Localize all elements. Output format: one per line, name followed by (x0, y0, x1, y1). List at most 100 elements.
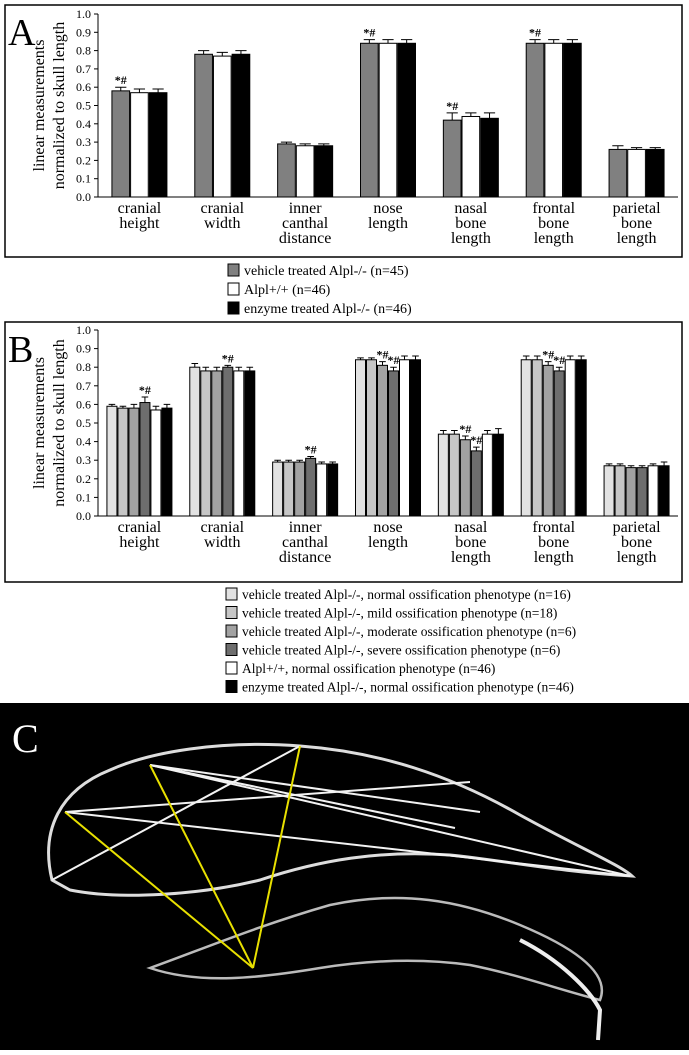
legend-swatch (227, 282, 240, 296)
error-bar (630, 147, 643, 150)
panel-c-image: C (0, 703, 689, 1050)
x-tick-label-box: frontal bone length (532, 520, 576, 566)
error-bar (566, 39, 578, 44)
error-bar (484, 429, 491, 435)
error-bar (224, 364, 232, 368)
legend-swatch (225, 661, 238, 675)
x-tick-label: inner canthal distance (278, 201, 332, 247)
image-background (0, 703, 689, 1050)
error-bar (660, 461, 668, 466)
error-bar (246, 366, 254, 371)
error-bar (616, 463, 624, 466)
y-tick-label: 0.4 (76, 117, 91, 131)
x-tick-label-box: nasal bone length (450, 201, 491, 247)
error-bar (649, 147, 661, 150)
error-bar (152, 88, 164, 93)
error-bar (401, 39, 413, 44)
error-bar (544, 361, 552, 366)
error-bar (235, 50, 247, 55)
error-bar (274, 459, 281, 463)
y-tick-label: 0.7 (76, 379, 91, 393)
jaw-outline (146, 896, 603, 1002)
bar (189, 366, 201, 517)
x-tick-label: inner canthal distance (278, 520, 332, 566)
error-bar (163, 403, 171, 409)
y-tick-label: 0.3 (76, 135, 91, 149)
bar (305, 457, 317, 517)
error-bar (379, 361, 386, 366)
legend-swatch (227, 263, 240, 277)
error-bar (202, 366, 210, 371)
error-bar (329, 461, 336, 464)
y-tick-label: 0.8 (76, 360, 91, 374)
x-tick-label: parietal bone length (612, 520, 661, 566)
y-tick-label: 0.0 (76, 509, 91, 523)
bar (244, 370, 256, 517)
error-bar (495, 428, 502, 435)
bar (614, 465, 626, 517)
x-tick-label: frontal bone length (532, 201, 576, 247)
bar (231, 53, 251, 198)
error-bar (318, 143, 330, 146)
bar (355, 359, 366, 517)
skull-outline (47, 742, 637, 897)
x-tick-label-box: nose length (367, 201, 408, 232)
x-tick-label-box: nose length (368, 520, 408, 551)
bar (461, 115, 481, 198)
x-tick-label: nasal bone length (450, 201, 491, 247)
x-tick-label-box: cranial width (201, 520, 245, 551)
legend-label: vehicle treated Alpl-/-, severe ossifica… (242, 643, 560, 658)
error-bar (299, 143, 311, 146)
x-tick-label-box: cranial width (201, 201, 245, 232)
bar (200, 370, 212, 517)
bar (148, 92, 168, 198)
legend-label: Alpl+/+, normal ossification phenotype (… (242, 661, 495, 676)
significance-marker: *# (139, 383, 151, 397)
error-bar (522, 355, 530, 360)
bar (437, 433, 449, 517)
error-bar (119, 405, 127, 409)
bar (525, 42, 545, 198)
x-tick-label: frontal bone length (532, 520, 576, 566)
y-tick-label: 0.3 (76, 453, 91, 467)
x-tick-label: cranial height (117, 520, 162, 551)
legend-swatch (225, 643, 238, 656)
significance-marker: *# (446, 99, 458, 113)
bar (492, 433, 504, 517)
bar (111, 90, 131, 198)
bar (233, 370, 245, 517)
bar (294, 461, 306, 517)
bar (106, 405, 118, 517)
panel-label: B (8, 329, 33, 371)
legend-label: vehicle treated Alpl-/-, mild ossificati… (242, 606, 557, 621)
bar (625, 467, 637, 517)
y-tick-label: 0.9 (76, 25, 91, 39)
x-tick-label-box: inner canthal distance (278, 201, 332, 247)
y-tick-label: 0.1 (76, 490, 91, 504)
error-bar (548, 39, 560, 44)
bar (117, 407, 129, 517)
bar (314, 145, 334, 198)
y-tick-label: 0.8 (76, 44, 91, 58)
x-tick-label: nose length (367, 201, 408, 232)
bar (161, 407, 173, 517)
significance-marker: *# (377, 348, 389, 362)
bar (360, 42, 379, 198)
bar (150, 409, 162, 517)
bar (277, 143, 296, 198)
x-tick-label-box: cranial height (117, 201, 162, 232)
bar (542, 364, 554, 517)
y-tick-label: 1.0 (76, 323, 91, 337)
x-tick-label: cranial height (117, 201, 162, 232)
jaw-outline (519, 938, 603, 1041)
error-bar (235, 366, 243, 371)
y-tick-label: 0.1 (76, 172, 91, 186)
x-tick-label-box: cranial height (117, 520, 162, 551)
bar (480, 117, 499, 198)
error-bar (357, 357, 364, 360)
significance-marker: *# (363, 26, 375, 40)
error-bar (307, 455, 314, 459)
y-tick-label: 0.5 (76, 416, 91, 430)
bar (316, 463, 328, 517)
